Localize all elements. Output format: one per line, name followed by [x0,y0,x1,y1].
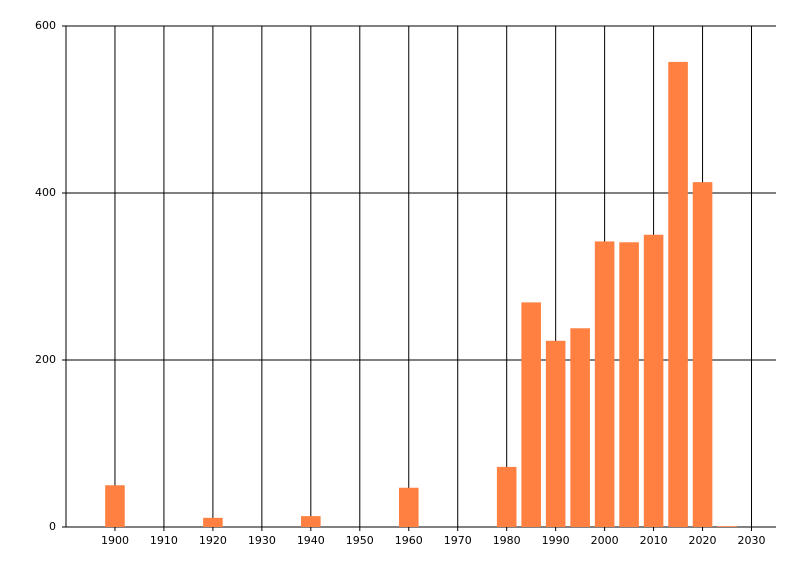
x-tick-label: 1980 [493,534,521,547]
y-tick-label: 200 [35,353,56,366]
bar [594,241,615,527]
x-tick-label: 1920 [199,534,227,547]
x-tick-label: 1960 [395,534,423,547]
bar [203,517,223,527]
bar [496,466,517,527]
bar [570,328,590,527]
bar [619,242,639,527]
bar [668,61,688,527]
x-tick-label: 1940 [297,534,325,547]
y-tick-label: 400 [35,186,56,199]
x-tick-label: 1990 [542,534,570,547]
x-tick-label: 1930 [248,534,276,547]
x-tick-label: 1910 [150,534,178,547]
x-tick-label: 2000 [591,534,619,547]
bar [545,340,566,527]
x-tick-label: 2010 [640,534,668,547]
bar [717,526,737,527]
bar [521,302,541,527]
y-tick-label: 600 [35,19,56,32]
x-tick-label: 1970 [444,534,472,547]
x-tick-label: 1950 [346,534,374,547]
x-tick-label: 2030 [738,534,766,547]
bar [398,487,419,527]
bar [643,234,664,527]
bar [692,182,713,527]
x-tick-label: 1900 [101,534,129,547]
x-tick-label: 2020 [689,534,717,547]
y-tick-label: 0 [49,520,56,533]
bar [301,516,321,527]
bar [105,485,125,527]
